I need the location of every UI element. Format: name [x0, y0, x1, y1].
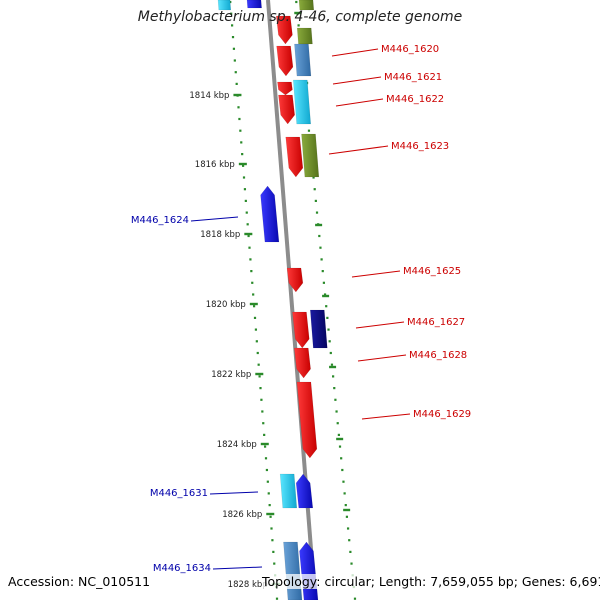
- gene-label-leaders: [190, 48, 411, 570]
- gene-feature: [293, 347, 311, 379]
- gene-feature: [217, 0, 232, 11]
- gene-feature: [299, 541, 319, 600]
- gene-feature: [260, 185, 280, 243]
- gene-label[interactable]: M446_1629: [413, 409, 471, 420]
- gene-label[interactable]: M446_1634: [153, 563, 211, 574]
- gene-leader-line: [351, 270, 401, 278]
- gene-feature: [301, 133, 320, 178]
- gene-feature: [283, 541, 303, 600]
- gene-feature: [296, 27, 313, 45]
- gene-label[interactable]: M446_1625: [403, 266, 461, 277]
- scale-label: 1826 kbp: [222, 510, 262, 520]
- gene-feature: [310, 309, 328, 349]
- genome-title: Methylobacterium sp. 4-46, complete geno…: [0, 9, 600, 25]
- gene-feature: [276, 45, 294, 77]
- genome-title-text: Methylobacterium sp. 4-46, complete geno…: [137, 9, 463, 25]
- gene-leader-line: [331, 48, 379, 57]
- scale-label: 1822 kbp: [211, 370, 251, 380]
- gene-leader-line: [332, 76, 382, 85]
- gene-leader-line: [357, 354, 407, 362]
- scale-label: 1818 kbp: [200, 230, 240, 240]
- gene-feature: [294, 43, 312, 77]
- gene-leader-line: [355, 321, 405, 329]
- gene-feature: [246, 0, 262, 9]
- gene-feature: [279, 473, 298, 509]
- gene-feature: [292, 79, 311, 125]
- gene-label[interactable]: M446_1624: [131, 215, 189, 226]
- gene-feature: [275, 15, 293, 45]
- gene-label[interactable]: M446_1628: [409, 350, 467, 361]
- scale-labels: 1814 kbp 1816 kbp 1818 kbp 1820 kbp 1822 kbp…: [189, 91, 280, 590]
- gene-label[interactable]: M446_1620: [381, 44, 439, 55]
- gene-leader-line: [361, 413, 411, 420]
- gene-feature: [285, 136, 304, 178]
- gene-feature: [295, 473, 314, 509]
- gene-label[interactable]: M446_1621: [384, 72, 442, 83]
- gene-feature: [298, 0, 315, 11]
- gene-feature: [278, 94, 295, 125]
- genome-footer: Accession: NC_010511 Topology: circular;…: [8, 574, 600, 589]
- gene-label[interactable]: M446_1631: [150, 488, 208, 499]
- scale-ticks-left: [229, 0, 279, 600]
- gene-feature: [286, 267, 304, 293]
- gene-leader-line: [209, 491, 259, 495]
- genome-summary-text: Topology: circular; Length: 7,659,055 bp…: [262, 574, 600, 589]
- gene-leader-line: [212, 566, 263, 570]
- accession-text: Accession: NC_010511: [8, 574, 151, 589]
- gene-labels: M446_1620 M446_1621 M446_1622 M446_1623 M446…: [131, 44, 471, 574]
- scale-label: 1816 kbp: [195, 160, 235, 170]
- gene-label[interactable]: M446_1622: [386, 94, 444, 105]
- gene-feature: [296, 381, 318, 459]
- scale-label: 1828 kbp: [228, 580, 268, 590]
- gene-label[interactable]: M446_1627: [407, 317, 465, 328]
- scale-label: 1814 kbp: [189, 91, 229, 101]
- gene-feature: [277, 81, 293, 96]
- scale-label: 1820 kbp: [206, 300, 246, 310]
- gene-feature: [292, 311, 310, 349]
- gene-leader-line: [335, 98, 384, 107]
- gene-label[interactable]: M446_1623: [391, 141, 449, 152]
- gene-leader-line: [190, 216, 239, 222]
- scale-label: 1824 kbp: [217, 440, 257, 450]
- gene-leader-line: [328, 145, 389, 155]
